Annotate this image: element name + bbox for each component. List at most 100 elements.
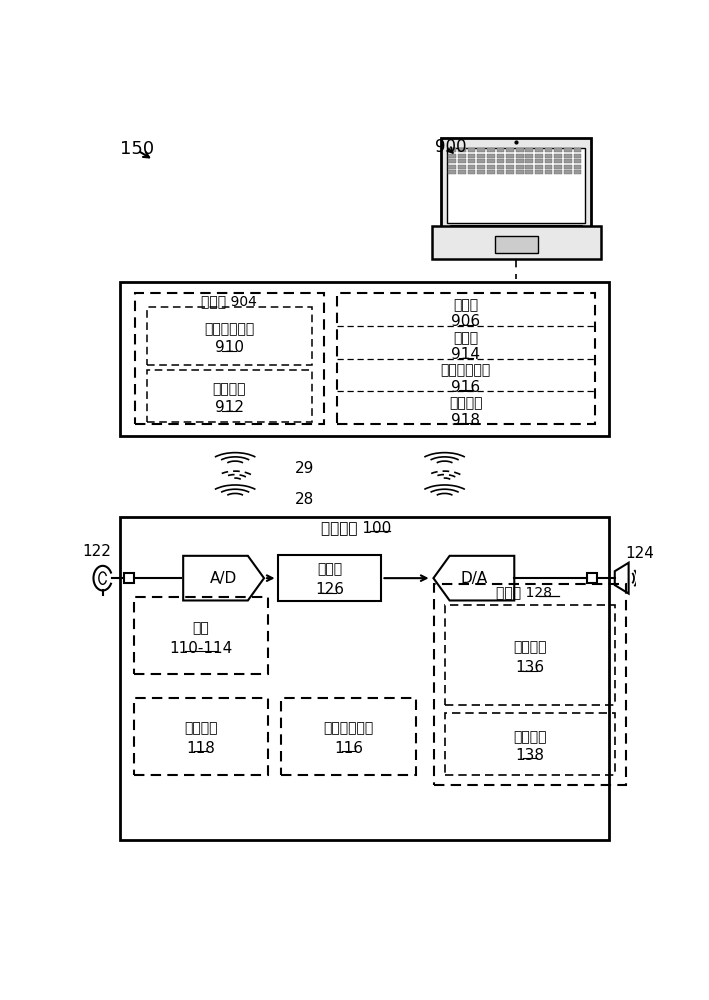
Bar: [449, 148, 456, 152]
Bar: [516, 154, 523, 158]
Bar: [449, 159, 456, 163]
Bar: [496, 154, 504, 158]
Bar: [574, 154, 581, 158]
Bar: [487, 148, 495, 152]
Text: 900: 900: [435, 138, 467, 156]
Bar: [525, 165, 533, 169]
Bar: [535, 165, 543, 169]
Bar: [450, 225, 581, 229]
Bar: [477, 154, 485, 158]
Text: 无线天线: 无线天线: [184, 721, 218, 735]
Bar: [506, 159, 514, 163]
Bar: [535, 154, 543, 158]
Bar: [506, 165, 514, 169]
Bar: [554, 154, 562, 158]
Bar: [545, 148, 552, 152]
Text: 29: 29: [294, 461, 314, 476]
Bar: [458, 165, 466, 169]
Bar: [487, 159, 495, 163]
Bar: [545, 154, 552, 158]
Bar: [554, 165, 562, 169]
Text: 处理器: 处理器: [453, 298, 479, 312]
Text: 150: 150: [120, 140, 154, 158]
Text: 开关: 开关: [193, 621, 209, 635]
Text: D/A: D/A: [460, 571, 488, 586]
Bar: [447, 148, 585, 223]
Bar: [277, 555, 381, 601]
Text: 914: 914: [451, 347, 480, 362]
Bar: [564, 159, 571, 163]
Bar: [506, 170, 514, 174]
Bar: [496, 170, 504, 174]
Text: 912: 912: [215, 400, 244, 415]
Bar: [468, 165, 476, 169]
Bar: [564, 170, 571, 174]
Bar: [147, 370, 312, 422]
Bar: [468, 170, 476, 174]
Bar: [133, 698, 268, 774]
Bar: [535, 159, 543, 163]
Text: 918: 918: [451, 413, 480, 428]
Text: 无线电子器件: 无线电子器件: [323, 721, 374, 735]
Bar: [441, 138, 591, 229]
Text: 910: 910: [215, 340, 244, 355]
Text: 916: 916: [451, 380, 480, 395]
Bar: [525, 148, 533, 152]
Text: 126: 126: [315, 582, 344, 597]
Bar: [477, 165, 485, 169]
Bar: [458, 154, 466, 158]
Bar: [496, 159, 504, 163]
Text: 存储器 128: 存储器 128: [496, 585, 552, 599]
Bar: [496, 165, 504, 169]
Bar: [574, 170, 581, 174]
Bar: [449, 170, 456, 174]
Text: 处理器: 处理器: [317, 563, 342, 577]
Text: 124: 124: [625, 546, 654, 561]
Bar: [120, 282, 608, 436]
Bar: [516, 148, 523, 152]
Bar: [535, 170, 543, 174]
Bar: [337, 293, 595, 424]
Bar: [535, 148, 543, 152]
Text: A/D: A/D: [210, 571, 238, 586]
Bar: [458, 159, 466, 163]
Bar: [432, 226, 601, 259]
Bar: [123, 573, 133, 583]
Bar: [545, 159, 552, 163]
Text: 122: 122: [82, 544, 111, 559]
Bar: [554, 148, 562, 152]
Bar: [506, 154, 514, 158]
Bar: [574, 165, 581, 169]
Bar: [525, 159, 533, 163]
Text: 配装参数: 配装参数: [513, 640, 547, 654]
Text: 116: 116: [334, 741, 363, 756]
Text: 输入接口: 输入接口: [449, 396, 483, 410]
Bar: [516, 165, 523, 169]
Bar: [477, 148, 485, 152]
Bar: [574, 148, 581, 152]
Bar: [449, 165, 456, 169]
Text: 声音片段: 声音片段: [513, 730, 547, 744]
Bar: [554, 159, 562, 163]
Bar: [554, 170, 562, 174]
Bar: [574, 159, 581, 163]
Bar: [587, 573, 597, 583]
Bar: [564, 154, 571, 158]
Text: 28: 28: [294, 492, 313, 507]
Bar: [487, 165, 495, 169]
Bar: [516, 159, 523, 163]
Text: 136: 136: [515, 660, 545, 675]
Bar: [468, 154, 476, 158]
Bar: [487, 154, 495, 158]
Bar: [120, 517, 608, 840]
Text: 906: 906: [451, 314, 480, 329]
Bar: [487, 170, 495, 174]
Bar: [147, 307, 312, 365]
Bar: [545, 170, 552, 174]
Bar: [525, 154, 533, 158]
Bar: [506, 148, 514, 152]
Bar: [477, 170, 485, 174]
Bar: [477, 159, 485, 163]
Text: 听力装置 100: 听力装置 100: [321, 520, 391, 535]
Bar: [516, 170, 523, 174]
